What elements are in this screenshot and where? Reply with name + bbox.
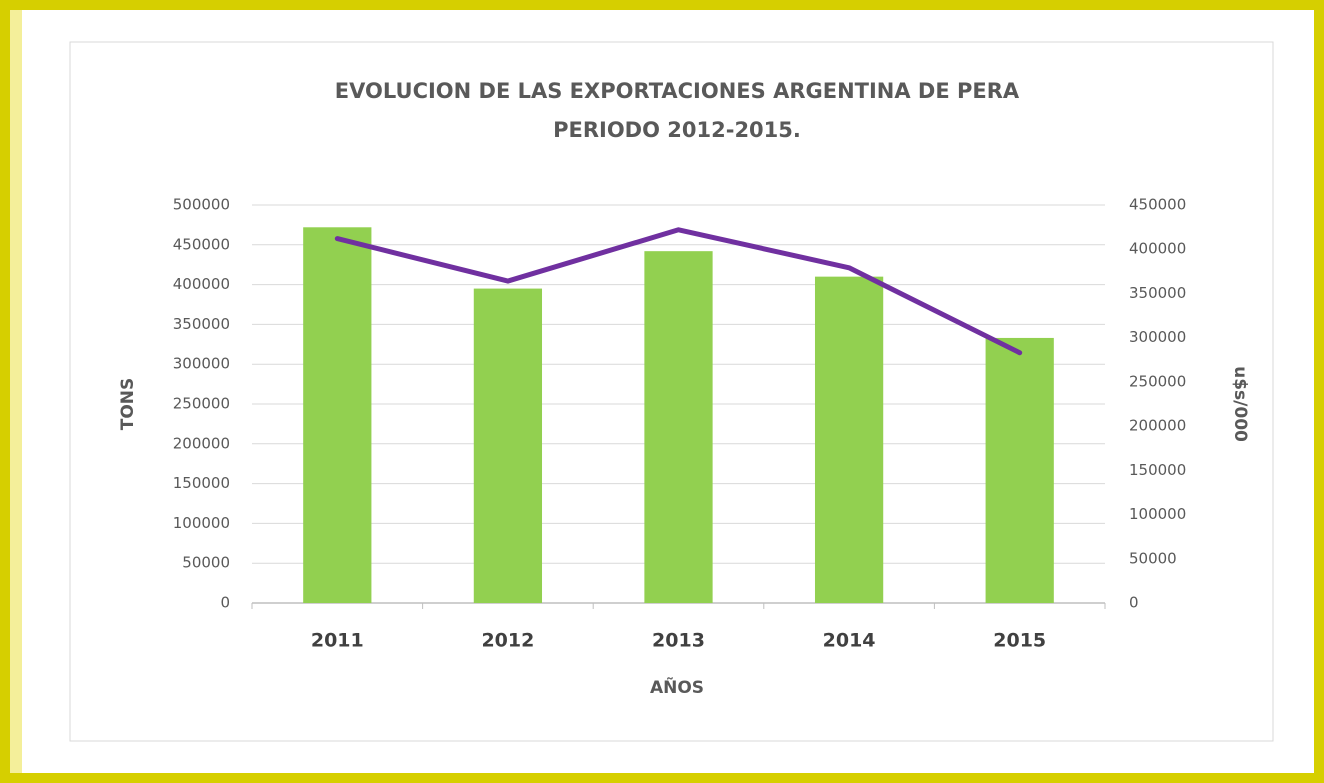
x-tick-label: 2013 [652, 630, 705, 652]
y2-tick-label: 150000 [1129, 461, 1186, 479]
bar [985, 337, 1054, 603]
y-tick-label: 200000 [173, 434, 230, 452]
y-tick-label: 50000 [182, 554, 230, 572]
y2-tick-label: 0 [1129, 594, 1139, 612]
y2-tick-label: 400000 [1129, 240, 1186, 258]
y2-tick-label: 450000 [1129, 196, 1186, 214]
y2-tick-label: 200000 [1129, 417, 1186, 435]
line [334, 227, 1023, 356]
x-axis-label: AÑOS [650, 675, 704, 698]
y2-tick-label: 300000 [1129, 328, 1186, 346]
y-tick-label: 300000 [173, 355, 230, 373]
chart-title: EVOLUCION DE LAS EXPORTACIONES ARGENTINA… [335, 79, 1020, 103]
y2-axis-label: u$s/000 [1230, 366, 1250, 442]
y-tick-label: 0 [220, 594, 230, 612]
y2-tick-label: 250000 [1129, 372, 1186, 390]
y-tick-label: 500000 [173, 196, 230, 214]
y-tick-label: 150000 [173, 474, 230, 492]
x-tick-label: 2011 [311, 630, 364, 652]
bar [473, 288, 543, 603]
y-tick-label: 400000 [173, 275, 230, 293]
y2-tick-label: 350000 [1129, 284, 1186, 302]
y2-tick-label: 50000 [1129, 549, 1177, 567]
bar [814, 276, 884, 603]
x-tick-label: 2015 [993, 630, 1046, 652]
y-tick-label: 100000 [173, 514, 230, 532]
chart-title: PERIODO 2012-2015. [553, 118, 801, 142]
y-tick-label: 350000 [173, 315, 230, 333]
side-strip [10, 10, 22, 773]
y-axis-label: TONS [118, 378, 138, 431]
y2-tick-label: 100000 [1129, 505, 1186, 523]
bar [644, 251, 713, 603]
bar [303, 227, 372, 603]
y-tick-label: 250000 [173, 395, 230, 413]
y-tick-label: 450000 [173, 235, 230, 253]
x-tick-label: 2012 [481, 630, 534, 652]
x-tick-label: 2014 [823, 630, 876, 652]
